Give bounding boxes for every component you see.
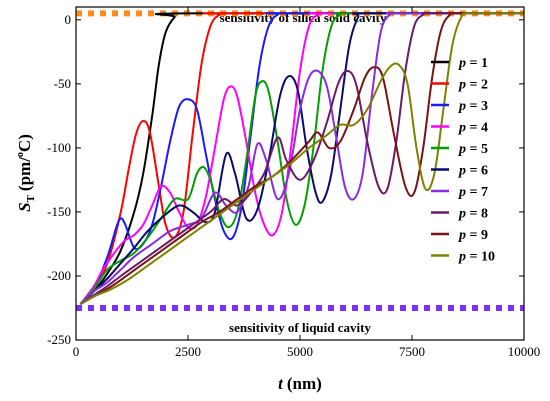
y-axis-var: S [15,202,34,211]
x-axis-title: t (nm) [278,374,322,393]
legend-label-p1: p = 1 [458,56,488,71]
y-tick-label: -50 [54,76,71,91]
legend-label-p9: p = 9 [458,228,488,243]
series-line-p6 [79,12,525,305]
legend-label-p4: p = 4 [458,121,488,136]
y-tick-label: 0 [65,12,72,27]
legend-label-p5: p = 5 [458,142,488,157]
y-tick-label: -100 [47,140,71,155]
x-tick-label: 7500 [399,344,425,359]
legend-label-p8: p = 8 [458,207,488,222]
legend-label-p3: p = 3 [458,99,488,114]
y-axis-sub: T [25,194,37,202]
y-axis-title: ST (pm/oC) [15,134,37,212]
x-tick-label: 5000 [287,344,313,359]
series-line-p8 [79,12,525,305]
x-tick-label: 2500 [175,344,201,359]
y-tick-label: -200 [47,268,71,283]
y-axis-unit-post: C) [15,134,34,152]
axis-ticks: 0 2500 5000 7500 10000 0 -50 -100 -150 -200 -250 [47,7,540,359]
legend-label-p6: p = 6 [458,164,488,179]
y-axis-unit-sup: o [15,152,26,157]
series-line-p9 [79,12,525,306]
legend-label-p2: p = 2 [458,78,488,93]
y-tick-label: -250 [47,332,71,347]
x-tick-label: 0 [73,344,80,359]
y-axis-unit-pre: (pm/ [15,157,34,191]
legend: p = 1 p = 2 p = 3 p = 4 p = 5 p = 6 p = 7 p = 8… [431,56,495,265]
y-tick-label: -150 [47,204,71,219]
series-line-p1 [79,12,525,305]
series-line-p3 [79,12,525,305]
x-axis-unit: (nm) [287,374,322,393]
series-lines [79,11,525,306]
legend-label-p7: p = 7 [458,185,488,200]
x-tick-label: 10000 [508,344,541,359]
legend-label-p10: p = 10 [458,250,495,265]
x-axis-var: t [278,374,284,393]
series-line-p7 [79,11,525,305]
liquid-cavity-annotation: sensitivity of liquid cavity [229,320,371,335]
series-line-p4 [79,12,525,305]
series-line-p10 [79,12,525,306]
series-line-p2 [79,12,525,305]
